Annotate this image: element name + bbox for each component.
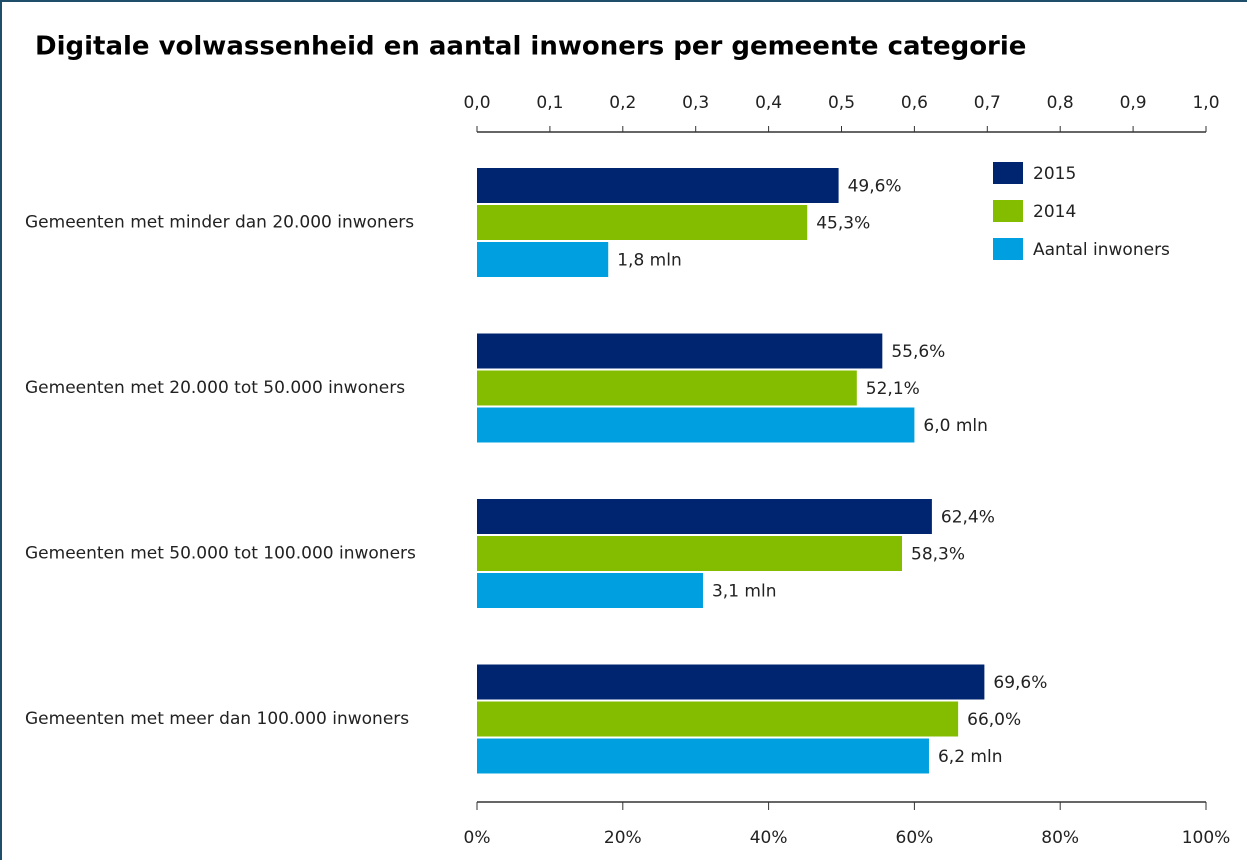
- category-label: Gemeenten met 20.000 tot 50.000 inwoners: [25, 378, 405, 398]
- value-label: 45,3%: [816, 214, 870, 234]
- x2-tick-label: 1,0: [1192, 93, 1219, 113]
- bar: [477, 499, 932, 534]
- x2-tick-label: 0,7: [974, 93, 1001, 113]
- bar: [477, 573, 703, 608]
- legend-label: Aantal inwoners: [1033, 240, 1170, 260]
- x2-tick-label: 0,9: [1120, 93, 1147, 113]
- x-tick-label: 40%: [750, 828, 788, 848]
- value-label: 58,3%: [911, 545, 965, 565]
- bar: [477, 407, 915, 443]
- bar: [477, 333, 883, 369]
- x2-tick-label: 0,6: [901, 93, 928, 113]
- bar: [477, 738, 929, 774]
- x2-tick-label: 0,0: [463, 93, 490, 113]
- x2-tick-label: 0,5: [828, 93, 855, 113]
- value-label: 55,6%: [891, 342, 945, 362]
- category-label: Gemeenten met meer dan 100.000 inwoners: [25, 709, 409, 729]
- bar: [477, 168, 839, 203]
- value-label: 49,6%: [848, 177, 902, 197]
- legend-label: 2014: [1033, 202, 1076, 222]
- x-tick-label: 60%: [896, 828, 934, 848]
- legend-swatch: [993, 162, 1023, 184]
- x-tick-label: 0%: [464, 828, 491, 848]
- value-label: 52,1%: [866, 379, 920, 399]
- value-label: 1,8 mln: [617, 251, 682, 271]
- x2-tick-label: 0,8: [1047, 93, 1074, 113]
- x2-tick-label: 0,3: [682, 93, 709, 113]
- x2-tick-label: 0,1: [536, 93, 563, 113]
- legend-label: 2015: [1033, 164, 1076, 184]
- bar: [477, 664, 985, 700]
- category-label: Gemeenten met 50.000 tot 100.000 inwoner…: [25, 544, 416, 564]
- x2-tick-label: 0,4: [755, 93, 782, 113]
- value-label: 66,0%: [967, 710, 1021, 730]
- legend-swatch: [993, 200, 1023, 222]
- x-tick-label: 80%: [1041, 828, 1079, 848]
- bar: [477, 242, 609, 277]
- chart-title: Digitale volwassenheid en aantal inwoner…: [35, 32, 1026, 62]
- value-label: 69,6%: [993, 673, 1047, 693]
- category-label: Gemeenten met minder dan 20.000 inwoners: [25, 213, 414, 233]
- x-tick-label: 20%: [604, 828, 642, 848]
- value-label: 3,1 mln: [712, 582, 777, 602]
- legend-swatch: [993, 238, 1023, 260]
- value-label: 62,4%: [941, 508, 995, 528]
- x2-tick-label: 0,2: [609, 93, 636, 113]
- x-tick-label: 100%: [1182, 828, 1231, 848]
- bar: [477, 536, 903, 571]
- bar: [477, 370, 857, 406]
- bar: [477, 205, 808, 240]
- bar: [477, 701, 959, 737]
- value-label: 6,0 mln: [923, 416, 988, 436]
- value-label: 6,2 mln: [938, 747, 1003, 767]
